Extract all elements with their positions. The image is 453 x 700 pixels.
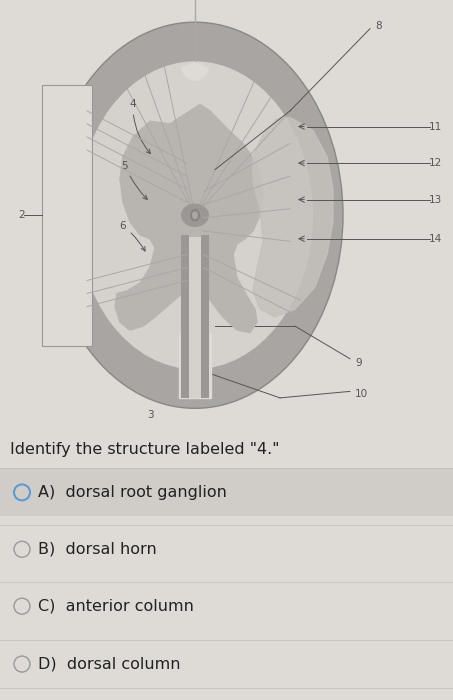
Text: A)  dorsal root ganglion: A) dorsal root ganglion [38, 485, 227, 500]
Text: D)  dorsal column: D) dorsal column [38, 657, 180, 671]
Text: 2: 2 [18, 210, 24, 220]
Ellipse shape [181, 204, 209, 227]
Bar [0, 468, 453, 517]
Text: 8: 8 [375, 21, 381, 31]
Polygon shape [253, 118, 333, 317]
Bar [189, 325, 201, 398]
Circle shape [190, 209, 200, 222]
Wedge shape [181, 62, 209, 81]
Bar [181, 326, 189, 398]
Text: 9: 9 [355, 358, 361, 368]
Text: 4: 4 [130, 99, 150, 154]
Text: C)  anterior column: C) anterior column [38, 598, 194, 614]
Bar [189, 237, 201, 340]
Bar [181, 234, 189, 340]
Text: B)  dorsal horn: B) dorsal horn [38, 542, 157, 557]
Polygon shape [200, 104, 263, 332]
Polygon shape [179, 332, 211, 398]
Circle shape [77, 62, 313, 369]
Text: 11: 11 [429, 122, 442, 132]
Circle shape [192, 211, 198, 219]
Bar [201, 234, 209, 340]
Polygon shape [115, 104, 203, 330]
Text: 12: 12 [429, 158, 442, 168]
Bar [201, 326, 209, 398]
Text: 10: 10 [355, 389, 368, 399]
Text: 6: 6 [120, 220, 145, 251]
Text: Identify the structure labeled "4.": Identify the structure labeled "4." [10, 442, 280, 458]
Text: 13: 13 [429, 195, 442, 204]
Text: 5: 5 [122, 161, 147, 199]
Text: 3: 3 [147, 410, 153, 420]
Bar [181, 332, 209, 343]
Text: 14: 14 [429, 234, 442, 244]
Bar [42, 85, 92, 346]
Circle shape [47, 22, 343, 408]
